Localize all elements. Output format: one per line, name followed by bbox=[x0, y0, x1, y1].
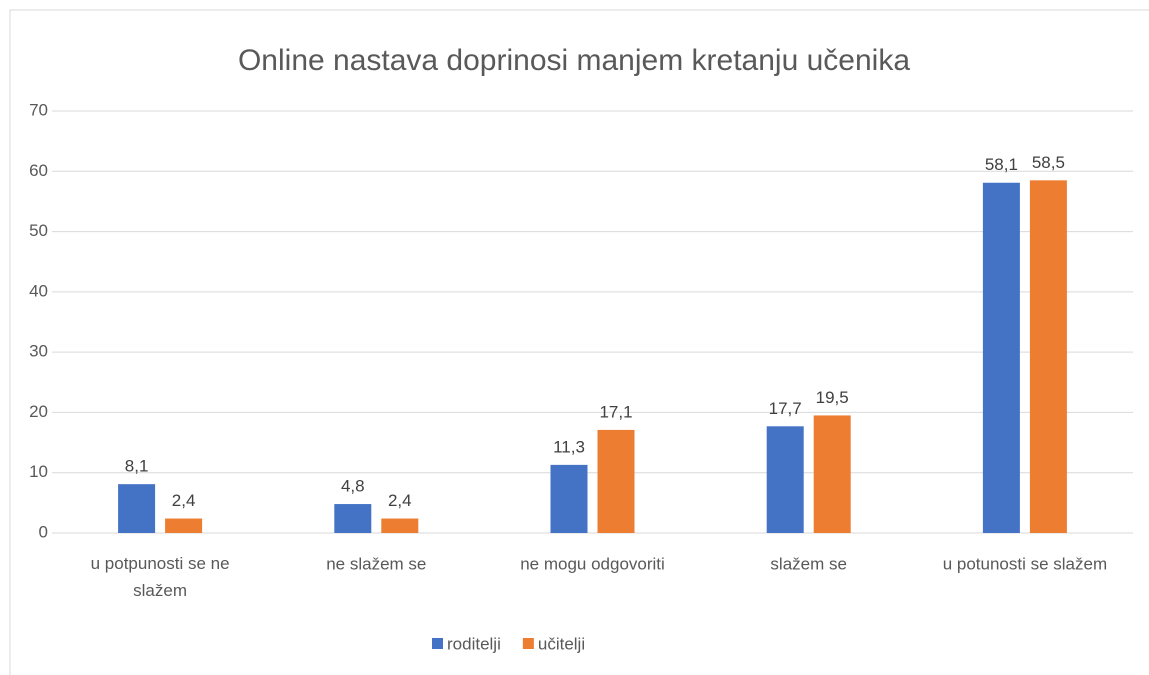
legend-swatch bbox=[522, 638, 534, 649]
x-tick-label: u potpunosti se ne slažem bbox=[91, 554, 230, 600]
legend-swatch bbox=[432, 638, 443, 649]
x-tick-label: ne slažem se bbox=[326, 554, 426, 573]
x-tick-label: ne mogu odgovoriti bbox=[520, 554, 665, 573]
x-tick-label: slažem se bbox=[770, 554, 847, 573]
y-tick-label: 10 bbox=[29, 462, 48, 481]
value-label: 4,8 bbox=[341, 477, 365, 496]
value-label: 2,4 bbox=[388, 491, 412, 510]
x-tick-label: u potunosti se slažem bbox=[943, 554, 1107, 573]
bar bbox=[766, 426, 804, 533]
bar bbox=[1029, 180, 1067, 534]
y-tick-label: 70 bbox=[29, 100, 48, 119]
bar bbox=[165, 518, 203, 533]
legend-label: učitelji bbox=[538, 634, 585, 653]
bar bbox=[982, 182, 1020, 534]
y-tick-label: 40 bbox=[29, 281, 48, 300]
chart-title: Online nastava doprinosi manjem kretanju… bbox=[238, 44, 910, 77]
y-tick-label: 0 bbox=[39, 522, 48, 541]
y-tick-label: 30 bbox=[29, 342, 48, 361]
value-label: 2,4 bbox=[172, 491, 196, 510]
x-tick-label-line: slažem bbox=[133, 581, 187, 600]
value-label: 8,1 bbox=[125, 457, 149, 476]
bar bbox=[118, 484, 156, 533]
bar bbox=[813, 415, 851, 533]
value-label: 19,5 bbox=[816, 388, 849, 407]
value-label: 17,1 bbox=[599, 402, 632, 421]
legend-label: roditelji bbox=[447, 634, 501, 653]
value-label: 17,7 bbox=[769, 399, 802, 418]
value-label: 11,3 bbox=[553, 437, 585, 456]
chart-frame bbox=[9, 9, 1149, 675]
bar bbox=[597, 429, 635, 533]
y-tick-label: 20 bbox=[29, 402, 48, 421]
bar bbox=[550, 464, 588, 533]
value-label: 58,5 bbox=[1032, 153, 1065, 172]
y-tick-label: 50 bbox=[29, 221, 48, 240]
value-label: 58,1 bbox=[985, 155, 1018, 174]
bar bbox=[334, 504, 372, 533]
bar bbox=[381, 518, 419, 533]
x-tick-label-line: u potpunosti se ne bbox=[91, 554, 230, 573]
y-tick-label: 60 bbox=[29, 161, 48, 180]
